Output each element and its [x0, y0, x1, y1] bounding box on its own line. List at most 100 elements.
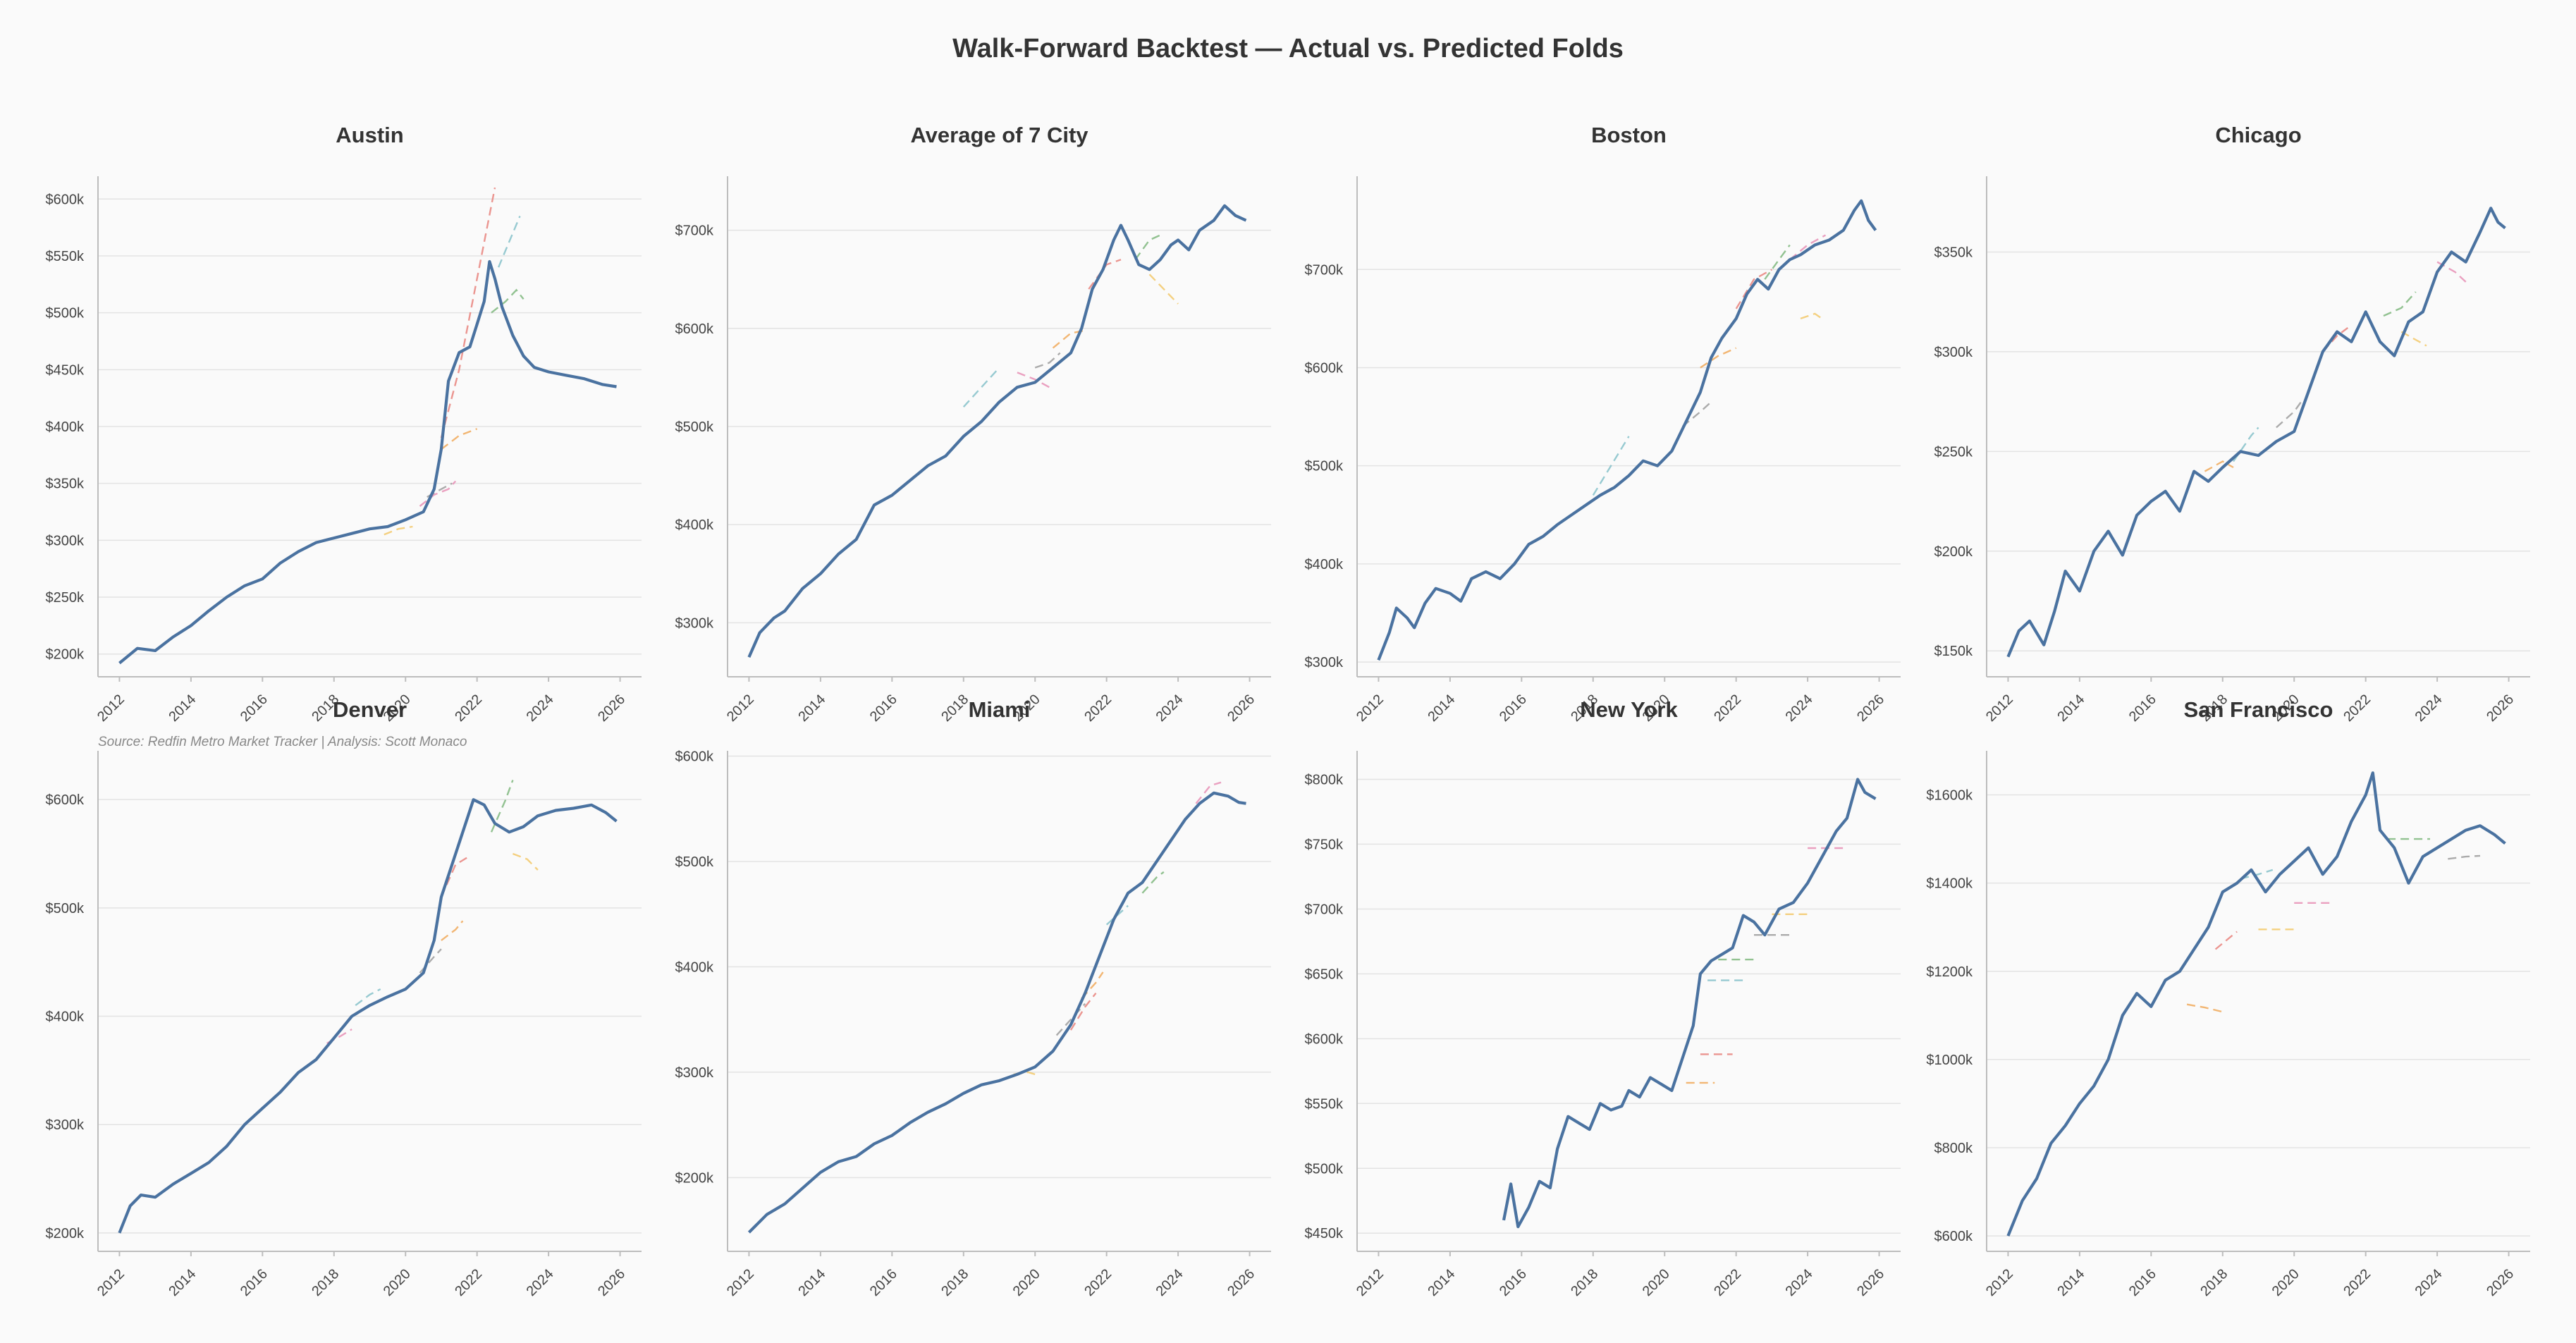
- y-tick-label: $400k: [46, 1010, 85, 1025]
- x-tick-label: 2026: [1854, 1266, 1887, 1299]
- actual-series-line: [1502, 778, 1877, 1229]
- y-tick-label: $600k: [1305, 1031, 1344, 1047]
- panel-title: San Francisco: [2184, 697, 2333, 722]
- y-tick-label: $700k: [1305, 902, 1344, 917]
- panel-new-york: New York $450k $500k $550k $600k $650k $700k $7…: [1305, 697, 1901, 1299]
- x-tick-label: 2012: [1354, 1266, 1387, 1299]
- y-tick-label: $1400k: [1926, 876, 1973, 892]
- y-tick-label: $200k: [1934, 544, 1973, 560]
- fold-prediction-line: [1592, 436, 1630, 496]
- x-tick-label: 2014: [795, 1266, 828, 1299]
- fold-prediction-line: [1141, 871, 1165, 894]
- y-tick-label: $550k: [1305, 1096, 1344, 1112]
- x-tick-label: 2016: [2126, 1266, 2159, 1299]
- x-tick-label: 2018: [2197, 1266, 2231, 1299]
- fold-prediction-line: [441, 428, 478, 450]
- actual-series-line: [1377, 199, 1877, 661]
- y-tick-label: $150k: [1934, 644, 1973, 659]
- y-tick-label: $300k: [46, 1117, 85, 1133]
- actual-series-line: [747, 791, 1246, 1234]
- y-tick-label: $350k: [46, 477, 85, 492]
- y-tick-label: $1200k: [1926, 964, 1973, 980]
- y-tick-label: $600k: [1934, 1229, 1973, 1244]
- y-tick-label: $500k: [1305, 1161, 1344, 1177]
- panel-title: Denver: [333, 697, 407, 722]
- y-tick-label: $300k: [675, 1065, 714, 1081]
- y-tick-label: $600k: [675, 321, 714, 337]
- y-tick-label: $200k: [46, 1226, 85, 1241]
- fold-prediction-line: [2233, 427, 2259, 462]
- fold-prediction-line: [2400, 331, 2427, 347]
- y-tick-label: $600k: [46, 192, 85, 207]
- x-tick-label: 2012: [94, 1266, 128, 1299]
- x-tick-label: 2024: [1783, 1266, 1816, 1299]
- y-tick-label: $1000k: [1926, 1053, 1973, 1068]
- fold-prediction-line: [2276, 400, 2302, 429]
- panel-title: New York: [1580, 697, 1678, 722]
- actual-series-line: [2006, 207, 2506, 658]
- y-tick-label: $800k: [1305, 772, 1344, 787]
- x-tick-label: 2016: [238, 1266, 271, 1299]
- panel-austin: Austin $200k $250k $300k $350k $400k $450k $500…: [46, 123, 642, 725]
- actual-series-line: [118, 798, 618, 1234]
- fold-prediction-line: [1017, 372, 1050, 388]
- x-tick-label: 2016: [867, 1266, 900, 1299]
- fold-prediction-line: [2186, 1003, 2224, 1013]
- x-tick-label: 2018: [938, 1266, 971, 1299]
- fold-prediction-line: [419, 480, 457, 507]
- figure-title: Walk-Forward Backtest — Actual vs. Predi…: [952, 34, 1624, 63]
- fold-prediction-line: [1735, 269, 1772, 309]
- y-tick-label: $400k: [675, 517, 714, 533]
- x-tick-label: 2020: [1640, 1266, 1673, 1299]
- fold-prediction-line: [384, 525, 413, 536]
- x-tick-label: 2022: [452, 1266, 485, 1299]
- x-tick-label: 2012: [1983, 1266, 2016, 1299]
- x-tick-label: 2014: [1425, 1266, 1458, 1299]
- y-tick-label: $500k: [675, 419, 714, 435]
- y-tick-label: $400k: [675, 959, 714, 975]
- y-tick-label: $500k: [46, 306, 85, 321]
- source-note: Source: Redfin Metro Market Tracker | An…: [98, 735, 467, 749]
- fold-prediction-line: [1134, 234, 1161, 261]
- fold-prediction-line: [2214, 931, 2238, 950]
- x-tick-label: 2026: [1225, 1266, 1258, 1299]
- x-tick-label: 2014: [2054, 1266, 2087, 1299]
- y-tick-label: $400k: [46, 419, 85, 435]
- y-tick-label: $350k: [1934, 245, 1973, 260]
- y-tick-label: $300k: [1934, 345, 1973, 360]
- fold-prediction-line: [440, 855, 471, 897]
- x-tick-label: 2020: [1010, 1266, 1043, 1299]
- y-tick-label: $600k: [46, 792, 85, 808]
- fold-prediction-line: [1055, 1002, 1086, 1036]
- x-tick-label: 2024: [2412, 1266, 2446, 1299]
- y-tick-label: $250k: [1934, 444, 1973, 460]
- fold-prediction-line: [1800, 312, 1823, 320]
- x-tick-label: 2022: [1711, 1266, 1744, 1299]
- y-tick-label: $300k: [1305, 655, 1344, 670]
- y-tick-label: $750k: [1305, 837, 1344, 852]
- y-tick-label: $400k: [1305, 557, 1344, 572]
- y-tick-label: $300k: [46, 533, 85, 548]
- fold-prediction-line: [1195, 781, 1222, 804]
- x-tick-label: 2026: [2484, 1266, 2517, 1299]
- actual-series-line: [118, 259, 617, 665]
- y-tick-label: $200k: [675, 1170, 714, 1186]
- y-tick-label: $1600k: [1926, 788, 1973, 804]
- y-tick-label: $500k: [1305, 459, 1344, 474]
- fold-prediction-line: [1069, 993, 1097, 1031]
- actual-series-line: [747, 204, 1247, 658]
- x-tick-label: 2020: [381, 1266, 414, 1299]
- panel-title: Chicago: [2215, 123, 2301, 147]
- y-tick-label: $450k: [1305, 1226, 1344, 1241]
- x-tick-label: 2018: [1568, 1266, 1601, 1299]
- fold-prediction-line: [2240, 869, 2274, 880]
- y-tick-label: $200k: [46, 647, 85, 663]
- fold-prediction-line: [1105, 904, 1129, 926]
- fold-prediction-line: [1789, 234, 1827, 261]
- fold-prediction-line: [1700, 347, 1737, 369]
- panel-title: Miami: [969, 697, 1031, 722]
- fold-prediction-line: [512, 852, 539, 871]
- fold-prediction-line: [497, 216, 521, 268]
